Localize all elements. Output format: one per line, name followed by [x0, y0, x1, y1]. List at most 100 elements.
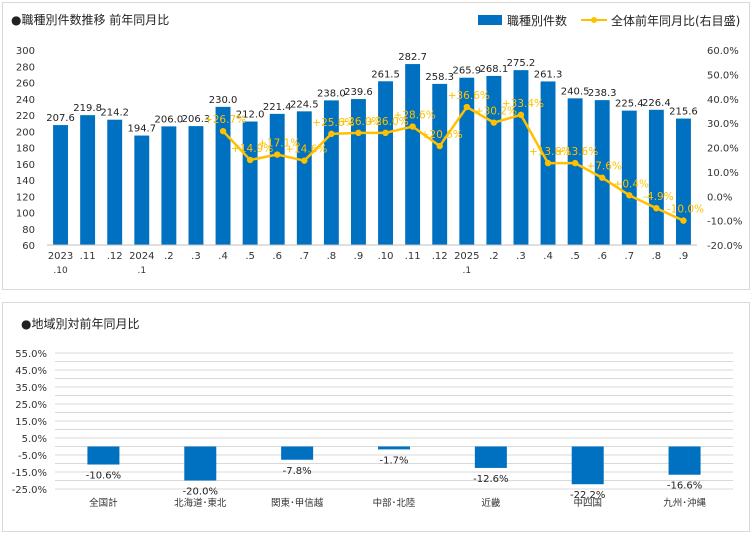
line-point [382, 129, 389, 137]
line-value-label: +33.4% [502, 98, 544, 110]
line-point [626, 192, 633, 199]
chart-title: ●職種別件数推移 前年同月比 [11, 13, 170, 27]
x-tick-label: .8 [327, 251, 337, 262]
bar [242, 121, 258, 245]
bar-value-label: 258.3 [425, 72, 454, 83]
bar-value-label: 219.8 [73, 103, 102, 114]
x-tick-label: .11 [80, 251, 96, 262]
line-value-label: +26.7% [204, 114, 246, 126]
x-tick-label: 全国計 [89, 497, 118, 509]
bar-value-label: 275.2 [507, 58, 536, 69]
y-tick-label: 45.0% [15, 366, 47, 377]
x-tick-label: .3 [516, 251, 526, 262]
bar-value-label: 221.4 [263, 102, 292, 113]
line-value-label: +7.6% [586, 161, 621, 173]
line-value-label: +14.6% [285, 144, 327, 156]
y-left-tick-label: 240 [16, 95, 35, 106]
y-left-tick-label: 220 [16, 111, 35, 122]
bar-value-label: -22.2% [570, 490, 605, 501]
bar [134, 135, 150, 245]
legend-line-label: 全体前年同月比(右目盛) [611, 13, 740, 28]
line-point [599, 174, 606, 181]
bar-value-label: 226.4 [642, 98, 671, 109]
line-point [274, 151, 281, 158]
bar-value-label: 214.2 [100, 108, 129, 119]
bar-value-label: 230.0 [209, 95, 238, 106]
line-point [246, 156, 254, 164]
x-tick-label: 関東･甲信越 [271, 497, 324, 509]
bar [621, 110, 637, 245]
y-left-tick-label: 120 [16, 192, 35, 203]
x-tick-label: .5 [245, 251, 255, 262]
bar-value-label: 215.6 [669, 107, 698, 118]
bar-value-label: 207.6 [46, 113, 75, 124]
bar [269, 113, 285, 245]
line-value-label: +13.6% [529, 146, 571, 158]
line-point [328, 130, 335, 138]
legend-line-marker [591, 17, 597, 23]
bar [87, 446, 120, 465]
bar-value-label: 239.6 [344, 87, 373, 98]
y-right-tick-label: 30.0% [707, 119, 739, 130]
bar [459, 77, 475, 245]
bar [378, 446, 410, 450]
legend-bar-swatch [478, 15, 502, 25]
y-right-tick-label: 0.0% [707, 192, 732, 203]
bar-value-label: 261.5 [371, 69, 400, 80]
line-value-label: -10.0% [667, 204, 704, 216]
bar-value-label: 194.7 [127, 124, 156, 135]
bar-value-label: -12.6% [473, 474, 508, 485]
bar [351, 99, 366, 245]
y-left-tick-label: 180 [16, 144, 35, 155]
y-left-tick-label: 60 [22, 241, 35, 252]
bar-value-label: -10.6% [86, 471, 121, 482]
yoy-line [222, 105, 684, 222]
x-tick-label: 2024 [129, 251, 154, 262]
chart-panel-job-counts: ●職種別件数推移 前年同月比 職種別件数 全体前年同月比(右目盛) 60 80 100 1… [2, 2, 750, 290]
chart-title: ●地域別対前年同月比 [21, 317, 140, 331]
line-point [409, 123, 416, 130]
y-tick-label: 55.0% [15, 349, 47, 360]
bar [486, 75, 502, 245]
bar [668, 446, 701, 475]
y-left-tick-label: 100 [16, 209, 35, 220]
x-tick-label: .6 [597, 251, 607, 262]
line-point [653, 204, 660, 212]
y-tick-label: 25.0% [15, 400, 47, 411]
y-left-tick-label: 300 [16, 46, 35, 57]
x-tick-label: .12 [107, 251, 123, 262]
line-value-label: -4.9% [643, 191, 673, 203]
bar [648, 109, 664, 245]
y-right-tick-label: 60.0% [707, 46, 739, 57]
bar-value-label: 238.0 [317, 88, 346, 99]
x-tick-label: 九州･沖縄 [663, 497, 706, 509]
x-tick-label: .7 [625, 251, 635, 262]
x-tick-label: .2 [164, 251, 174, 262]
bar-value-label: 261.3 [534, 69, 563, 80]
line-point [517, 111, 525, 119]
bar [188, 126, 204, 245]
line-point [490, 119, 498, 126]
bar [80, 115, 96, 245]
y-left-tick-label: 160 [16, 160, 35, 171]
x-tick-label: 近畿 [481, 497, 501, 509]
x-tick-label: .7 [300, 251, 310, 262]
bar [281, 446, 314, 460]
bar [571, 446, 604, 485]
bar-value-label: 206.3 [182, 114, 211, 125]
bar-value-label: 265.9 [452, 66, 481, 77]
y-tick-label: 15.0% [15, 417, 47, 428]
line-point [680, 217, 687, 224]
y-left-tick-label: 80 [22, 225, 35, 236]
line-value-label: +17.1% [258, 138, 300, 150]
bar [296, 111, 312, 245]
bar [513, 70, 529, 246]
x-tick-label: 2023 [48, 251, 73, 262]
y-right-tick-label: 10.0% [707, 168, 739, 179]
bar [184, 446, 217, 481]
bar [215, 106, 231, 245]
line-point [544, 159, 552, 167]
line-value-label: +25.6% [312, 117, 354, 129]
line-value-label: +36.6% [448, 90, 490, 102]
line-value-label: +30.2% [475, 106, 517, 118]
